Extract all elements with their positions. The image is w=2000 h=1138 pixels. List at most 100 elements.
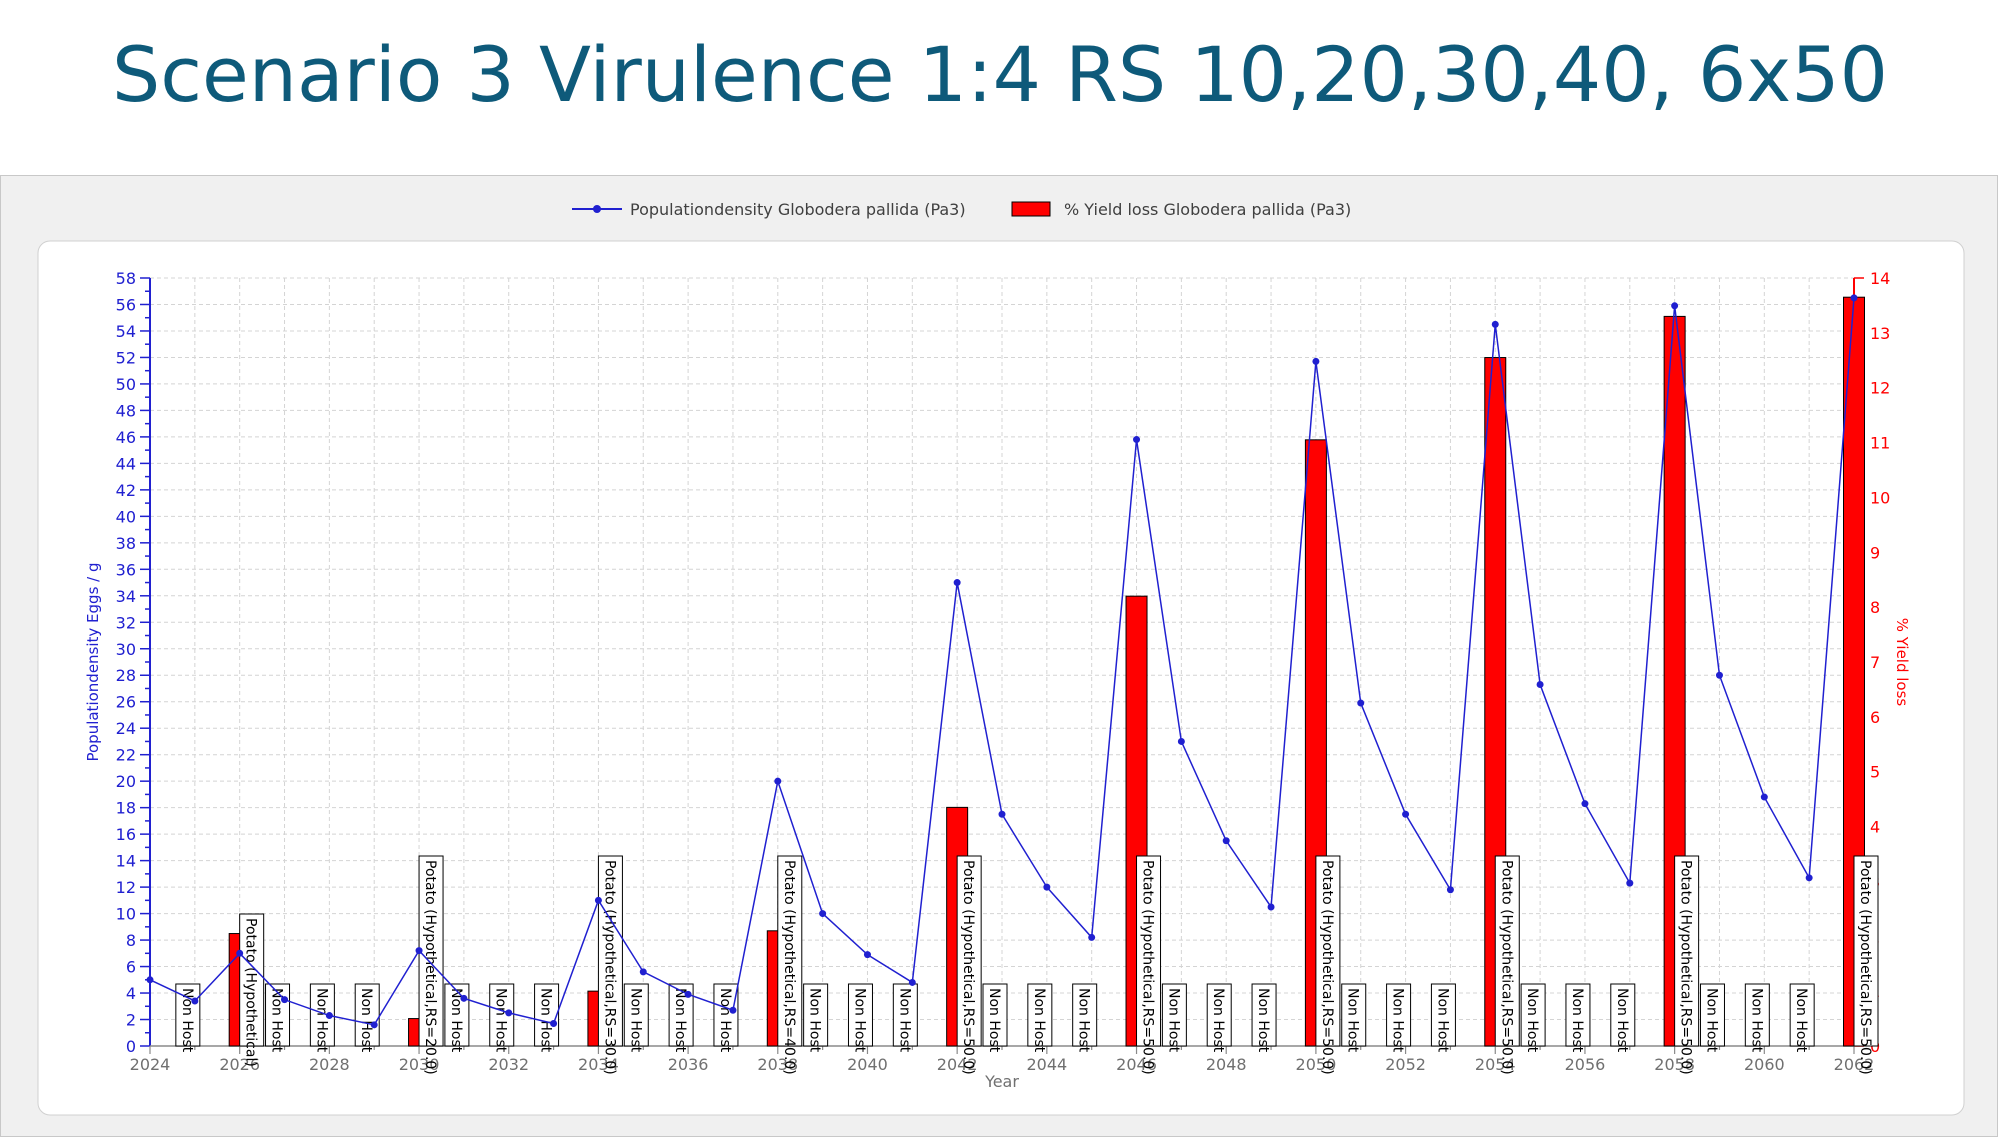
annotation-box <box>1161 983 1187 1047</box>
x-tick-label: 2026 <box>219 1055 260 1074</box>
annotation-label: Non Host <box>1434 988 1450 1053</box>
x-tick-label: 2062 <box>1834 1055 1875 1074</box>
x-tick-label: 2058 <box>1654 1055 1695 1074</box>
annotation-label: Potato (Hypothetical,RS=20.0) <box>422 860 438 1075</box>
annotation-box <box>1136 855 1162 1047</box>
population-density-point <box>1267 903 1275 911</box>
annotation-box <box>1027 983 1053 1047</box>
y-right-tick-label: 4 <box>1870 818 1880 837</box>
annotation-label: Non Host <box>269 988 285 1053</box>
population-density-point <box>774 777 782 785</box>
annotation-label: Non Host <box>493 988 509 1053</box>
population-density-point <box>505 1009 513 1017</box>
annotation-box <box>803 983 829 1047</box>
y-left-tick-label: 6 <box>126 958 136 977</box>
population-density-point <box>1850 294 1858 302</box>
x-tick-label: 2024 <box>130 1055 171 1074</box>
annotation-label: Non Host <box>538 988 554 1053</box>
population-density-point <box>460 994 468 1002</box>
annotation-label: Non Host <box>1031 988 1047 1053</box>
annotation-label: Non Host <box>448 988 464 1053</box>
annotation-label: Non Host <box>1076 988 1092 1053</box>
annotation-box <box>444 983 470 1047</box>
annotation-label: Non Host <box>1524 988 1540 1053</box>
x-tick-label: 2056 <box>1565 1055 1606 1074</box>
annotation-box <box>1430 983 1456 1047</box>
annotation-box <box>713 983 739 1047</box>
population-density-point <box>1357 699 1365 707</box>
x-tick-label: 2060 <box>1744 1055 1785 1074</box>
population-density-point <box>1491 320 1499 328</box>
annotation-box <box>623 983 649 1047</box>
y-left-tick-label: 42 <box>116 481 136 500</box>
y-right-tick-label: 7 <box>1870 653 1880 672</box>
y-left-tick-label: 46 <box>116 428 136 447</box>
y-right-tick-label: 13 <box>1870 324 1890 343</box>
annotation-label: Potato (Hypothetical,RS=50.0) <box>1678 860 1694 1075</box>
y-left-axis-title: Populationdensity Eggs / g <box>84 562 102 761</box>
population-density-point <box>684 990 692 998</box>
population-density-point <box>1671 302 1679 310</box>
annotation-label: Non Host <box>1390 988 1406 1053</box>
population-density-point <box>191 997 199 1005</box>
x-tick-label: 2040 <box>847 1055 888 1074</box>
annotation-labels: Non Host Potato (Hypothetical) Non Host Non… <box>175 855 1879 1075</box>
annotation-box <box>1494 855 1520 1047</box>
annotation-box <box>1699 983 1725 1047</box>
annotation-label: Non Host <box>1748 988 1764 1053</box>
x-tick-label: 2044 <box>1026 1055 1067 1074</box>
population-density-point <box>415 947 423 955</box>
x-axis-title: Year <box>984 1072 1019 1091</box>
y-left-tick-label: 48 <box>116 401 136 420</box>
annotation-label: Potato (Hypothetical,RS=50.0) <box>1319 860 1335 1075</box>
y-left-tick-label: 0 <box>126 1037 136 1056</box>
population-density-point <box>1581 800 1589 808</box>
y-left-tick-label: 26 <box>116 693 136 712</box>
y-left-tick-label: 34 <box>116 587 136 606</box>
y-right-tick-label: 6 <box>1870 708 1880 727</box>
x-tick-label: 2028 <box>309 1055 350 1074</box>
population-density-point <box>953 579 961 587</box>
x-tick-label: 2046 <box>1116 1055 1157 1074</box>
annotation-label: Potato (Hypothetical) <box>243 918 259 1067</box>
population-density-point <box>729 1006 737 1014</box>
annotation-box <box>265 983 291 1047</box>
annotation-label: Potato (Hypothetical,RS=50.0) <box>1140 860 1156 1075</box>
y-left-tick-label: 52 <box>116 348 136 367</box>
y-left-tick-label: 12 <box>116 878 136 897</box>
annotation-box <box>1315 855 1341 1047</box>
annotation-box <box>1520 983 1546 1047</box>
y-left-tick-label: 36 <box>116 560 136 579</box>
annotation-label: Non Host <box>1210 988 1226 1053</box>
annotation-box <box>1072 983 1098 1047</box>
x-tick-label: 2034 <box>578 1055 619 1074</box>
annotation-box <box>982 983 1008 1047</box>
population-density-point <box>1177 737 1185 745</box>
annotation-box <box>1610 983 1636 1047</box>
chart-frame: 0 2 4 6 8 10 12 14 16 18 20 22 24 26 28 30 32 34 36 38 40 42 4… <box>0 175 1998 1137</box>
population-density-point <box>1715 671 1723 679</box>
x-tick-label: 2036 <box>668 1055 709 1074</box>
y-left-tick-label: 22 <box>116 746 136 765</box>
annotation-label: Non Host <box>1569 988 1585 1053</box>
y-left-tick-label: 8 <box>126 931 136 950</box>
y-left-tick-label: 54 <box>116 322 136 341</box>
x-tick-label: 2048 <box>1206 1055 1247 1074</box>
x-tick-label: 2032 <box>488 1055 529 1074</box>
population-density-point <box>370 1021 378 1029</box>
annotation-label: Non Host <box>672 988 688 1053</box>
annotation-box <box>1206 983 1232 1047</box>
annotation-box <box>892 983 918 1047</box>
population-density-point <box>1626 879 1634 887</box>
x-tick-label: 2050 <box>1296 1055 1337 1074</box>
y-right-tick-label: 8 <box>1870 598 1880 617</box>
population-density-point <box>146 976 154 984</box>
annotation-label: Non Host <box>1255 988 1271 1053</box>
legend-bar-label: % Yield loss Globodera pallida (Pa3) <box>1064 200 1351 219</box>
annotation-box <box>1341 983 1367 1047</box>
x-tick-label: 2052 <box>1385 1055 1426 1074</box>
y-right-tick-label: 12 <box>1870 379 1890 398</box>
annotation-label: Potato (Hypothetical,RS=30.0) <box>601 860 617 1075</box>
legend-line-label: Populationdensity Globodera pallida (Pa3… <box>630 200 966 219</box>
population-density-point <box>863 951 871 959</box>
